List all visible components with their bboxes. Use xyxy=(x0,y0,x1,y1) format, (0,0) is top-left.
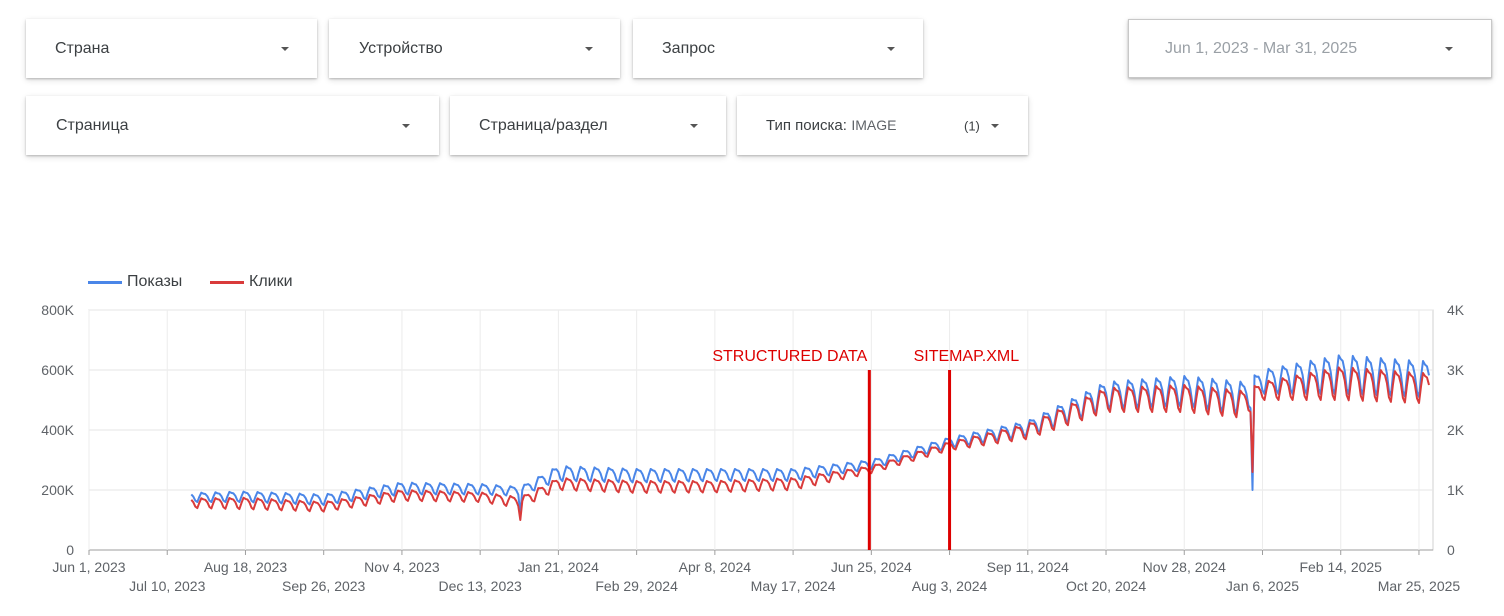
chevron-down-icon xyxy=(690,123,698,128)
date-range-label: Jun 1, 2023 - Mar 31, 2025 xyxy=(1165,39,1358,57)
page-section-filter-label: Страница/раздел xyxy=(479,116,608,134)
x-tick-label-lower: Aug 3, 2024 xyxy=(912,578,988,594)
y-tick-left: 0 xyxy=(66,542,74,558)
y-tick-right: 0 xyxy=(1447,542,1455,558)
chevron-down-icon xyxy=(281,46,289,51)
y-tick-left: 200K xyxy=(41,482,74,498)
x-tick-label: Jun 1, 2023 xyxy=(52,559,125,575)
legend-item-clicks[interactable]: Клики xyxy=(210,272,293,292)
search-type-key: Тип поиска: xyxy=(766,116,847,134)
search-type-filter[interactable]: Тип поиска: IMAGE (1) xyxy=(737,96,1028,155)
query-filter[interactable]: Запрос xyxy=(633,19,923,78)
legend-label-clicks: Клики xyxy=(249,273,293,290)
legend-swatch-impressions xyxy=(88,280,122,284)
x-tick-label: Feb 14, 2025 xyxy=(1299,559,1382,575)
search-type-count: (1) xyxy=(964,118,980,133)
chevron-down-icon xyxy=(887,46,895,51)
query-filter-label: Запрос xyxy=(662,39,716,57)
page-filter-label: Страница xyxy=(56,116,129,134)
device-filter-label: Устройство xyxy=(359,39,443,57)
x-tick-label: Aug 18, 2023 xyxy=(204,559,288,575)
legend-label-impressions: Показы xyxy=(127,273,183,290)
x-tick-label-lower: Dec 13, 2023 xyxy=(439,578,522,594)
x-tick-label: Jun 25, 2024 xyxy=(831,559,912,575)
country-filter[interactable]: Страна xyxy=(26,19,317,78)
y-tick-right: 4K xyxy=(1447,302,1465,318)
device-filter[interactable]: Устройство xyxy=(329,19,620,78)
page-filter[interactable]: Страница xyxy=(26,96,439,155)
country-filter-label: Страна xyxy=(55,39,110,57)
chevron-down-icon xyxy=(585,46,593,51)
x-tick-label-lower: May 17, 2024 xyxy=(751,578,836,594)
x-tick-label-lower: Jan 6, 2025 xyxy=(1226,578,1299,594)
search-type-filter-label: Тип поиска: IMAGE xyxy=(766,117,897,135)
x-tick-label-lower: Sep 26, 2023 xyxy=(282,578,366,594)
chevron-down-icon xyxy=(991,123,999,128)
annotation-label: SITEMAP.XML xyxy=(914,348,1020,365)
y-tick-right: 3K xyxy=(1447,362,1465,378)
x-tick-label: Nov 28, 2024 xyxy=(1143,559,1226,575)
search-type-value: IMAGE xyxy=(851,116,897,133)
x-tick-label-lower: Oct 20, 2024 xyxy=(1066,578,1146,594)
x-tick-label-lower: Feb 29, 2024 xyxy=(595,578,678,594)
series-line-clicks xyxy=(190,366,1430,521)
legend-swatch-clicks xyxy=(210,280,244,284)
x-tick-label: Nov 4, 2023 xyxy=(364,559,440,575)
x-tick-label-lower: Jul 10, 2023 xyxy=(129,578,205,594)
chevron-down-icon xyxy=(1445,46,1453,51)
y-tick-left: 600K xyxy=(41,362,74,378)
page-section-filter[interactable]: Страница/раздел xyxy=(450,96,726,155)
y-tick-left: 400K xyxy=(41,422,74,438)
y-tick-right: 2K xyxy=(1447,422,1465,438)
x-tick-label: Sep 11, 2024 xyxy=(987,559,1069,575)
x-tick-label-lower: Mar 25, 2025 xyxy=(1378,578,1461,594)
x-tick-label: Apr 8, 2024 xyxy=(679,559,752,575)
chevron-down-icon xyxy=(402,123,410,128)
y-tick-left: 800K xyxy=(41,302,74,318)
legend-item-impressions[interactable]: Показы xyxy=(88,272,182,292)
date-range-picker[interactable]: Jun 1, 2023 - Mar 31, 2025 xyxy=(1128,19,1492,78)
y-tick-right: 1K xyxy=(1447,482,1465,498)
x-tick-label: Jan 21, 2024 xyxy=(518,559,599,575)
annotation-label: STRUCTURED DATA xyxy=(712,348,867,365)
